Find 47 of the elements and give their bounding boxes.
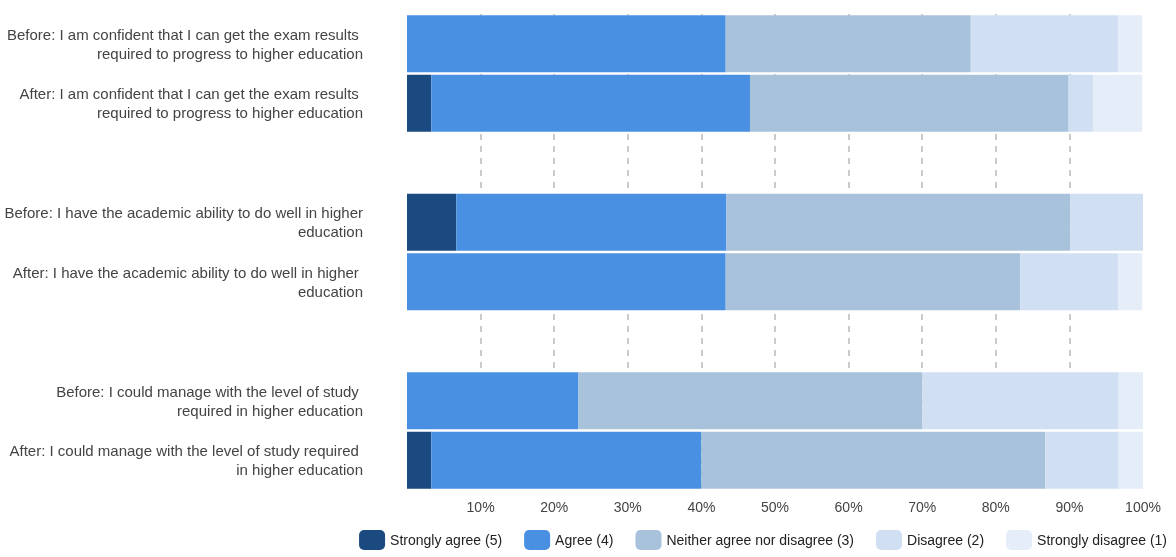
bar <box>407 431 432 489</box>
x-tick-label: 30% <box>613 499 642 515</box>
y-tick-label: After: I have the academic ability to do well in higher education <box>12 263 363 300</box>
legend-label: Strongly disagree (1) <box>1037 532 1167 548</box>
bar <box>1118 431 1143 489</box>
bar <box>407 74 432 132</box>
bar <box>725 15 971 73</box>
y-tick-label: Before: I have the academic ability to do well in higher education <box>4 204 363 241</box>
bar <box>431 431 702 489</box>
bar <box>456 193 727 251</box>
bar <box>749 74 1069 132</box>
y-tick-label: After: I could manage with the level of study required in higher education <box>9 442 363 479</box>
bar <box>1118 372 1143 430</box>
bar <box>1070 193 1143 251</box>
x-tick-label: 80% <box>981 499 1010 515</box>
y-tick-label: After: I am confident that I can get the exam results required to progress to higher education <box>19 85 363 122</box>
legend-label: Agree (4) <box>555 532 614 548</box>
bar <box>1020 253 1118 311</box>
bar <box>970 15 1118 73</box>
x-tick-label: 70% <box>908 499 937 515</box>
bar <box>725 253 1021 311</box>
x-tick-label: 60% <box>834 499 863 515</box>
bar <box>1117 15 1143 73</box>
legend-label: Strongly agree (5) <box>390 532 503 548</box>
x-tick-label: 40% <box>687 499 716 515</box>
bar <box>578 372 923 430</box>
bar <box>407 15 726 73</box>
x-tick-label: 90% <box>1055 499 1084 515</box>
bar <box>407 372 579 430</box>
bar <box>726 193 1071 251</box>
y-tick-label: Before: I could manage with the level of study required in higher education <box>56 382 363 419</box>
x-tick-label: 20% <box>540 499 569 515</box>
bar <box>1117 253 1143 311</box>
x-tick-label: 100% <box>1125 499 1161 515</box>
bar <box>1045 431 1119 489</box>
bar <box>407 193 457 251</box>
bar <box>407 253 726 311</box>
bar <box>922 372 1119 430</box>
bar <box>701 431 1046 489</box>
bar <box>431 74 750 132</box>
bar <box>1092 74 1143 132</box>
bar <box>1068 74 1093 132</box>
x-tick-label: 50% <box>760 499 790 515</box>
legend-label: Disagree (2) <box>907 532 985 548</box>
legend-label: Neither agree nor disagree (3) <box>666 532 855 548</box>
x-tick-label: 10% <box>466 499 495 515</box>
y-tick-label: Before: I am confident that I can get the exam results required to progress to higher education <box>6 25 363 62</box>
